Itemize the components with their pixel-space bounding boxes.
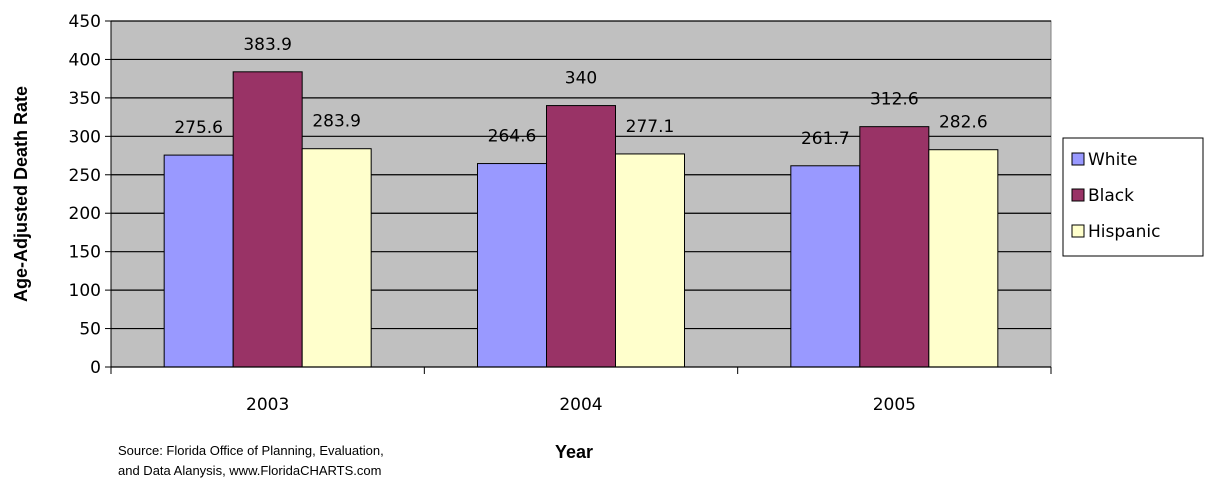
data-label: 264.6 bbox=[488, 127, 537, 147]
data-label: 277.1 bbox=[626, 117, 675, 137]
data-label: 283.9 bbox=[312, 112, 361, 132]
bar-white-2005 bbox=[790, 165, 861, 368]
y-tick-label: 350 bbox=[69, 89, 101, 109]
data-label: 282.6 bbox=[939, 113, 988, 133]
data-labels: 275.6 383.9 283.9 264.6 340 277.1 261.7 312.6 28… bbox=[174, 35, 987, 149]
x-tick-label: 2003 bbox=[246, 395, 289, 415]
y-tick-label: 200 bbox=[69, 204, 101, 224]
data-label: 340 bbox=[565, 69, 597, 89]
data-label: 383.9 bbox=[243, 35, 292, 55]
legend: White Black Hispanic bbox=[1062, 137, 1204, 257]
legend-label-black: Black bbox=[1088, 186, 1134, 206]
data-label: 261.7 bbox=[801, 129, 850, 149]
data-label: 312.6 bbox=[870, 90, 919, 110]
source-line-2: and Data Alanysis, www.FloridaCHARTS.com bbox=[118, 463, 382, 478]
legend-label-hispanic: Hispanic bbox=[1088, 222, 1160, 242]
bars bbox=[163, 71, 999, 368]
y-tick-label: 50 bbox=[79, 320, 101, 340]
bar-hispanic-2005 bbox=[928, 149, 999, 368]
legend-swatch-white bbox=[1071, 152, 1085, 166]
bar-black-2005 bbox=[859, 126, 930, 368]
legend-box bbox=[1062, 137, 1204, 257]
source-note: Source: Florida Office of Planning, Eval… bbox=[118, 441, 498, 481]
data-label: 275.6 bbox=[174, 118, 223, 138]
y-tick-label: 300 bbox=[69, 127, 101, 147]
bar-hispanic-2004 bbox=[615, 153, 685, 368]
legend-swatch-black bbox=[1071, 188, 1085, 202]
bar-black-2004 bbox=[546, 105, 616, 368]
y-tick-label: 0 bbox=[90, 358, 101, 378]
x-tick-label: 2005 bbox=[873, 395, 916, 415]
x-tick-label: 2004 bbox=[559, 395, 602, 415]
x-axis: 2003 2004 2005 bbox=[110, 366, 1052, 415]
y-tick-label: 100 bbox=[69, 281, 101, 301]
y-tick-label: 400 bbox=[69, 50, 101, 70]
source-line-1: Source: Florida Office of Planning, Eval… bbox=[118, 443, 384, 458]
bar-white-2004 bbox=[477, 163, 547, 368]
y-tick-label: 150 bbox=[69, 243, 101, 263]
legend-swatch-hispanic bbox=[1071, 224, 1085, 238]
bar-black-2003 bbox=[232, 71, 303, 368]
bar-hispanic-2003 bbox=[301, 148, 372, 368]
bar-white-2003 bbox=[163, 154, 234, 368]
y-axis: 0 50 100 150 200 250 300 350 400 450 bbox=[69, 12, 112, 378]
y-tick-label: 450 bbox=[69, 12, 101, 32]
y-tick-label: 250 bbox=[69, 166, 101, 186]
y-axis-title: Age-Adjusted Death Rate bbox=[11, 86, 31, 302]
legend-label-white: White bbox=[1088, 150, 1137, 170]
x-axis-title: Year bbox=[555, 442, 593, 462]
